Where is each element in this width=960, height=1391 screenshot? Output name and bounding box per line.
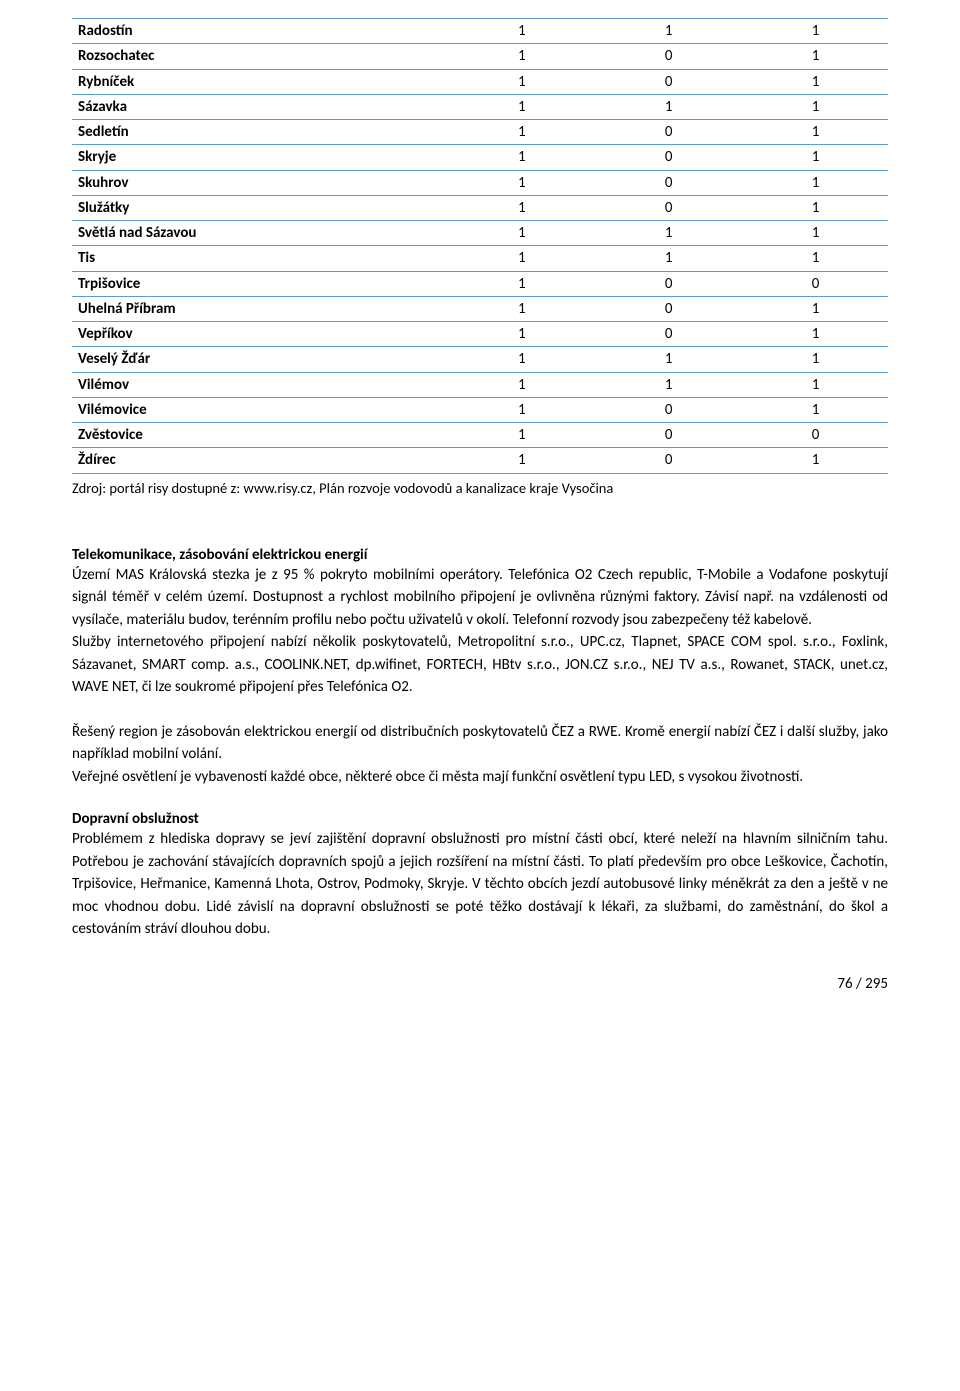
heading-telecom: Telekomunikace, zásobování elektrickou e… [72,546,888,564]
table-cell: 1 [447,44,594,69]
municipality-name: Trpišovice [72,271,447,296]
municipality-name: Vilémov [72,372,447,397]
table-row: Tis111 [72,246,888,271]
table-cell: 0 [741,271,888,296]
table-row: Světlá nad Sázavou111 [72,221,888,246]
table-row: Skuhrov101 [72,170,888,195]
table-cell: 1 [741,94,888,119]
table-cell: 0 [741,423,888,448]
municipality-name: Zvěstovice [72,423,447,448]
table-row: Ždírec101 [72,448,888,473]
table-row: Skryje101 [72,145,888,170]
table-cell: 1 [741,170,888,195]
table-cell: 1 [447,145,594,170]
table-cell: 1 [447,69,594,94]
heading-transport: Dopravní obslužnost [72,810,888,828]
table-cell: 0 [594,448,741,473]
table-row: Služátky101 [72,195,888,220]
table-cell: 1 [447,347,594,372]
municipality-name: Uhelná Příbram [72,296,447,321]
table-row: Vepříkov101 [72,322,888,347]
table-cell: 1 [447,120,594,145]
municipality-name: Sedletín [72,120,447,145]
table-cell: 1 [741,347,888,372]
table-cell: 0 [594,322,741,347]
table-cell: 0 [594,145,741,170]
table-row: Rybníček101 [72,69,888,94]
municipality-name: Služátky [72,195,447,220]
table-cell: 1 [594,94,741,119]
table-cell: 1 [594,221,741,246]
municipality-name: Vepříkov [72,322,447,347]
table-row: Rozsochatec101 [72,44,888,69]
table-row: Vilémov111 [72,372,888,397]
table-cell: 1 [447,246,594,271]
table-cell: 1 [447,448,594,473]
table-cell: 1 [447,271,594,296]
table-cell: 1 [741,145,888,170]
table-cell: 1 [594,347,741,372]
table-cell: 0 [594,44,741,69]
table-row: Zvěstovice100 [72,423,888,448]
table-cell: 0 [594,296,741,321]
table-row: Vilémovice101 [72,397,888,422]
table-row: Radostín111 [72,19,888,44]
table-row: Veselý Žďár111 [72,347,888,372]
municipality-name: Tis [72,246,447,271]
table-cell: 1 [741,448,888,473]
paragraph-telecom: Území MAS Královská stezka je z 95 % pok… [72,564,888,699]
paragraph-energy: Řešený region je zásobován elektrickou e… [72,721,888,789]
table-cell: 1 [741,397,888,422]
municipality-name: Rozsochatec [72,44,447,69]
table-cell: 1 [447,372,594,397]
table-cell: 1 [447,296,594,321]
table-cell: 1 [447,221,594,246]
paragraph-transport: Problémem z hlediska dopravy se jeví zaj… [72,828,888,941]
table-cell: 0 [594,195,741,220]
table-row: Uhelná Příbram101 [72,296,888,321]
municipality-name: Skuhrov [72,170,447,195]
table-cell: 1 [741,322,888,347]
table-cell: 1 [447,195,594,220]
table-cell: 1 [741,246,888,271]
table-row: Sedletín101 [72,120,888,145]
municipality-name: Veselý Žďár [72,347,447,372]
table-cell: 1 [741,221,888,246]
page-number: 76 / 295 [72,975,888,993]
table-cell: 1 [594,372,741,397]
table-cell: 0 [594,423,741,448]
table-cell: 1 [447,423,594,448]
table-cell: 1 [594,246,741,271]
table-cell: 0 [594,397,741,422]
data-table: Radostín111Rozsochatec101Rybníček101Sáza… [72,18,888,474]
table-cell: 0 [594,271,741,296]
document-page: Radostín111Rozsochatec101Rybníček101Sáza… [0,0,960,1033]
table-cell: 1 [741,44,888,69]
municipality-name: Skryje [72,145,447,170]
municipality-name: Světlá nad Sázavou [72,221,447,246]
municipality-name: Ždírec [72,448,447,473]
table-cell: 0 [594,120,741,145]
table-cell: 1 [447,94,594,119]
table-cell: 1 [594,19,741,44]
table-source: Zdroj: portál risy dostupné z: www.risy.… [72,478,888,498]
table-row: Sázavka111 [72,94,888,119]
table-cell: 1 [447,397,594,422]
table-cell: 1 [447,170,594,195]
table-row: Trpišovice100 [72,271,888,296]
table-cell: 1 [447,322,594,347]
table-cell: 1 [741,372,888,397]
municipality-name: Sázavka [72,94,447,119]
table-cell: 1 [741,120,888,145]
table-cell: 1 [741,296,888,321]
municipality-name: Vilémovice [72,397,447,422]
table-cell: 1 [741,69,888,94]
table-cell: 1 [741,19,888,44]
table-cell: 1 [741,195,888,220]
municipality-name: Rybníček [72,69,447,94]
municipality-name: Radostín [72,19,447,44]
table-cell: 1 [447,19,594,44]
table-cell: 0 [594,170,741,195]
table-cell: 0 [594,69,741,94]
